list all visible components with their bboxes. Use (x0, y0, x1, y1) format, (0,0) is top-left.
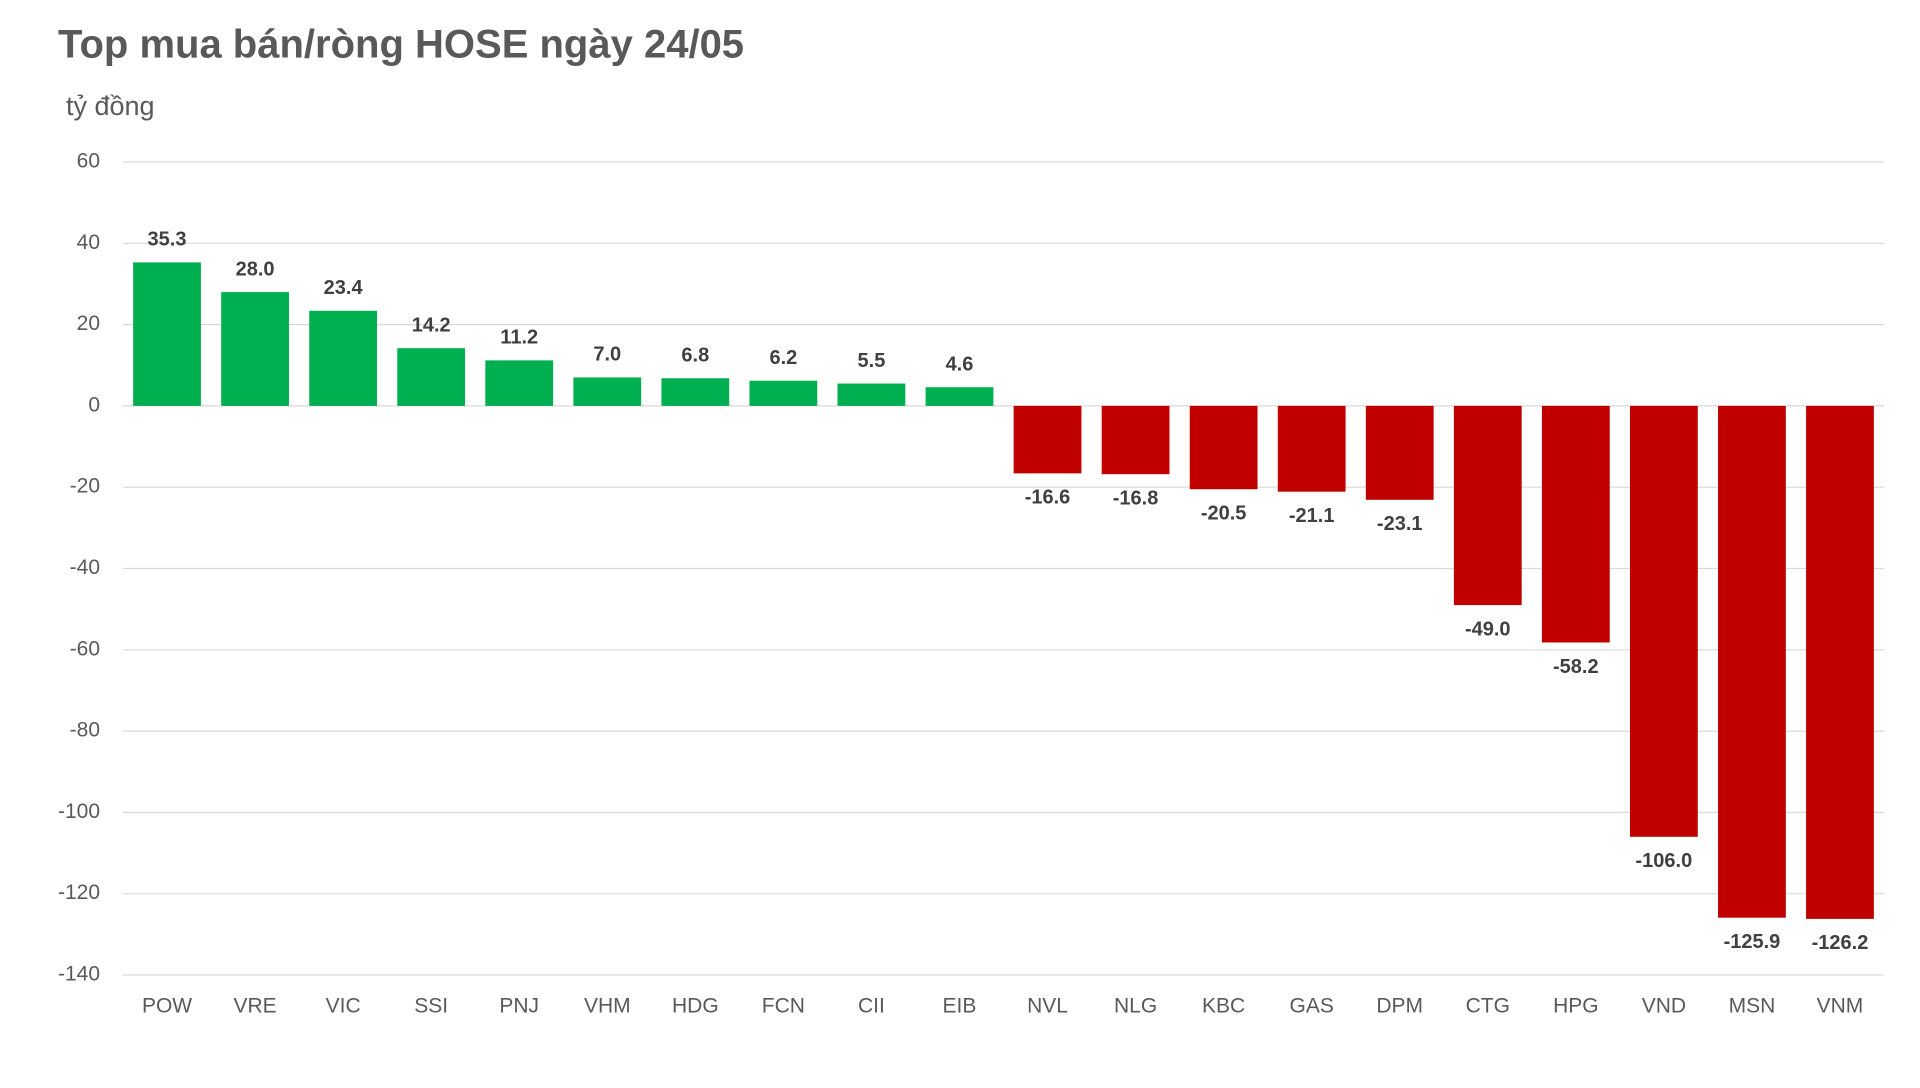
bar (749, 380, 818, 406)
bar (661, 378, 730, 406)
chart-title: Top mua bán/ròng HOSE ngày 24/05 (58, 23, 744, 67)
data-label: 4.6 (946, 353, 974, 375)
bar (837, 383, 906, 406)
x-tick-label: VRE (233, 995, 276, 1018)
x-tick-label: POW (142, 995, 192, 1018)
y-tick-label: -60 (70, 637, 100, 660)
data-label: -125.9 (1724, 931, 1781, 953)
data-label: 28.0 (236, 258, 275, 280)
x-tick-label: VND (1642, 995, 1686, 1018)
x-tick-label: VNM (1817, 995, 1864, 1018)
bar (309, 310, 378, 406)
y-tick-label: 0 (88, 393, 100, 416)
data-label: 6.2 (769, 347, 797, 369)
data-label: 23.4 (324, 277, 364, 299)
bar (1013, 405, 1082, 474)
data-label: -106.0 (1636, 850, 1693, 872)
data-label: -49.0 (1465, 618, 1511, 640)
y-tick-label: -40 (70, 556, 100, 579)
x-tick-label: SSI (414, 995, 448, 1018)
bar (925, 387, 994, 406)
bar (1629, 405, 1698, 837)
data-label: -23.1 (1377, 513, 1423, 535)
y-tick-label: -120 (58, 881, 100, 904)
x-tick-label: PNJ (499, 995, 539, 1018)
data-label: -16.8 (1113, 487, 1159, 509)
y-axis-label: tỷ đồng (66, 91, 155, 121)
bar (1806, 405, 1874, 919)
bar (1453, 405, 1522, 606)
x-tick-label: MSN (1729, 995, 1776, 1018)
x-tick-label: DPM (1376, 995, 1423, 1018)
data-label: -126.2 (1812, 932, 1869, 954)
bar (1189, 405, 1258, 490)
x-tick-label: EIB (943, 995, 977, 1018)
x-tick-label: CII (858, 995, 885, 1018)
y-tick-label: 60 (77, 150, 100, 173)
x-tick-label: NVL (1027, 995, 1068, 1018)
y-tick-label: -80 (70, 719, 100, 742)
x-tick-label: VIC (326, 995, 361, 1018)
bar (485, 360, 554, 406)
bar (133, 262, 201, 406)
x-tick-label: CTG (1466, 995, 1510, 1018)
bar (1541, 405, 1610, 643)
x-tick-label: NLG (1114, 995, 1157, 1018)
data-label: 5.5 (858, 350, 886, 372)
x-tick-label: HPG (1553, 995, 1599, 1018)
data-label: -21.1 (1289, 505, 1335, 527)
y-tick-label: 20 (77, 312, 100, 335)
bar (1101, 405, 1170, 475)
data-label: -58.2 (1553, 656, 1599, 678)
bar (1277, 405, 1346, 492)
bar (1365, 405, 1434, 500)
data-label: 6.8 (681, 345, 709, 367)
x-tick-label: KBC (1202, 995, 1245, 1018)
x-tick-label: FCN (762, 995, 805, 1018)
x-tick-label: GAS (1289, 995, 1333, 1018)
y-tick-label: 40 (77, 231, 100, 254)
data-label: 14.2 (412, 314, 451, 336)
data-label: -16.6 (1025, 487, 1071, 509)
bar (221, 292, 289, 406)
data-label: 7.0 (593, 344, 621, 366)
bar (1718, 405, 1786, 918)
y-tick-label: -20 (70, 475, 100, 498)
data-label: -20.5 (1201, 503, 1247, 525)
data-label: 35.3 (148, 229, 187, 251)
data-label: 11.2 (500, 327, 538, 349)
y-tick-label: -140 (58, 963, 100, 986)
x-tick-label: HDG (672, 995, 719, 1018)
x-tick-label: VHM (584, 995, 631, 1018)
bar (573, 377, 642, 406)
bar (397, 348, 466, 406)
y-tick-label: -100 (58, 800, 100, 823)
